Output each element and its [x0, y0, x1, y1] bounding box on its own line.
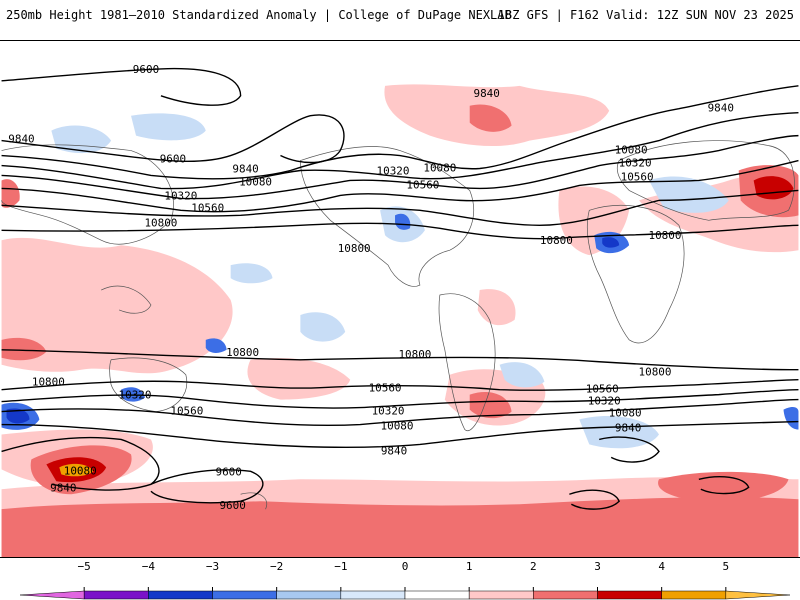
- contour-label: 10800: [639, 366, 672, 379]
- colorbar-segments: [19, 590, 791, 600]
- colorbar-segment: [83, 590, 149, 600]
- contour-label: 9840: [8, 133, 34, 146]
- colorbar-label: 0: [401, 560, 409, 573]
- negative-anomaly-light: [51, 113, 729, 449]
- colorbar-ticks: [83, 587, 727, 591]
- valid-time: 18Z GFS | F162 Valid: 12Z SUN NOV 23 202…: [497, 8, 794, 22]
- colorbar-segment: [661, 590, 727, 600]
- contour-label: 10080: [64, 464, 97, 477]
- contour-label: 10080: [615, 144, 648, 157]
- anomaly-map: 9600 9840 9600 9840 10080 10320 10560 10…: [0, 40, 800, 558]
- header-bar: 250mb Height 1981–2010 Standardized Anom…: [0, 0, 800, 40]
- contour-label: 10800: [649, 229, 682, 242]
- colorbar-label: 5: [722, 560, 730, 573]
- contour-label: 10320: [119, 389, 152, 402]
- contour-label: 10080: [239, 175, 272, 188]
- colorbar-label: 2: [530, 560, 537, 573]
- colorbar-segment: [340, 590, 406, 600]
- colorbar-label: −1: [334, 560, 348, 573]
- contour-label: 10800: [32, 376, 65, 389]
- coastlines: [1, 140, 795, 510]
- contour-label: 10080: [381, 419, 414, 432]
- colorbar-segment: [148, 590, 213, 600]
- positive-anomaly-extreme: [59, 463, 94, 477]
- colorbar-label: −4: [141, 560, 155, 573]
- contour-label: 10320: [164, 189, 197, 202]
- contour-label: 9840: [381, 444, 407, 457]
- contour-label: 10320: [619, 157, 652, 170]
- contour-label: 9600: [133, 63, 159, 76]
- contour-label: 10800: [144, 216, 177, 229]
- contour-label: 10560: [170, 405, 203, 418]
- colorbar-label: −5: [77, 560, 91, 573]
- colorbar-segment: [212, 590, 277, 600]
- colorbar-segment: [19, 590, 85, 600]
- colorbar-segment: [597, 590, 662, 600]
- contour-label: 10560: [191, 201, 224, 214]
- contour-label: 9600: [160, 153, 186, 166]
- contour-label: 10320: [372, 405, 405, 418]
- colorbar-segment: [533, 590, 598, 600]
- colorbar-segment: [725, 590, 791, 600]
- contour-label: 9840: [708, 102, 734, 115]
- colorbar-label: −3: [205, 560, 220, 573]
- contour-label: 9600: [215, 465, 241, 478]
- colorbar-label: −2: [270, 560, 284, 573]
- negative-anomaly-strong: [6, 237, 620, 424]
- colorbar: [0, 558, 800, 600]
- contour-labels: 9600 9840 9600 9840 10080 10320 10560 10…: [8, 63, 734, 512]
- contour-label: 10080: [423, 161, 456, 174]
- contour-label: 10320: [377, 164, 410, 177]
- contour-label: 9840: [615, 421, 641, 434]
- colorbar-label: 4: [658, 560, 665, 573]
- contour-label: 10800: [398, 348, 431, 361]
- colorbar-segment: [468, 590, 534, 600]
- contour-label: 10560: [586, 383, 619, 396]
- contour-label: 10320: [588, 395, 621, 408]
- contour-label: 10800: [338, 242, 371, 255]
- contour-label: 10080: [609, 407, 642, 420]
- contour-label: 10800: [226, 346, 259, 359]
- positive-anomaly-medium: [1, 104, 799, 557]
- map-title: 250mb Height 1981–2010 Standardized Anom…: [6, 8, 512, 22]
- contour-label: 9840: [232, 162, 258, 175]
- contour-label: 10800: [540, 234, 573, 247]
- height-contours: [1, 67, 799, 510]
- contour-label: 9600: [219, 499, 245, 512]
- contour-label: 9840: [50, 481, 76, 494]
- contour-label: 10560: [369, 382, 402, 395]
- colorbar-segment: [404, 590, 470, 600]
- contour-label: 10560: [406, 178, 439, 191]
- contour-label: 10560: [621, 170, 654, 183]
- contour-label: 9840: [473, 87, 499, 100]
- colorbar-segment: [276, 590, 342, 600]
- colorbar-label: 1: [465, 560, 473, 573]
- colorbar-label: 3: [594, 560, 601, 573]
